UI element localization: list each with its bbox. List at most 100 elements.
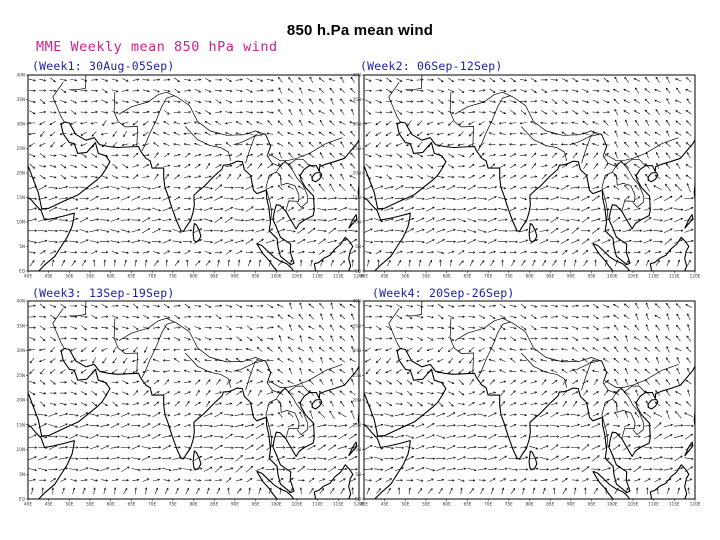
lon-tick-label: 95E: [252, 502, 260, 507]
lat-tick-label: 40N: [353, 299, 361, 304]
wind-vectors: [364, 76, 694, 267]
lat-tick-label: 40N: [353, 73, 361, 78]
lon-tick-label: 115E: [669, 274, 680, 279]
lon-tick-label: 100E: [271, 274, 282, 279]
lat-tick-label: 20N: [353, 171, 361, 176]
lon-tick-label: 95E: [588, 502, 596, 507]
lon-tick-label: 115E: [333, 274, 344, 279]
slide-title: 850 h.Pa mean wind: [286, 22, 434, 39]
borders: [388, 75, 679, 223]
lon-tick-label: 100E: [271, 502, 282, 507]
lon-tick-label: 90E: [567, 274, 575, 279]
lon-tick-label: 50E: [401, 274, 409, 279]
lat-tick-label: EQ: [355, 497, 362, 502]
coastline: [364, 347, 695, 499]
lat-tick-label: 15N: [17, 422, 25, 427]
lon-tick-label: 85E: [210, 502, 218, 507]
lon-tick-label: 115E: [669, 502, 680, 507]
lat-tick-label: 30N: [353, 348, 361, 353]
lat-tick-label: 10N: [17, 447, 25, 452]
lat-tick-label: EQ: [19, 269, 26, 274]
lat-tick-label: 30N: [17, 348, 25, 353]
lat-tick-label: 35N: [17, 97, 25, 102]
borders: [52, 301, 343, 450]
lon-tick-label: 55E: [422, 274, 430, 279]
lon-tick-label: 45E: [45, 274, 53, 279]
borders: [388, 301, 679, 450]
lon-tick-label: 65E: [127, 274, 135, 279]
lon-tick-label: 80E: [526, 274, 534, 279]
lon-tick-label: 70E: [148, 502, 156, 507]
lon-tick-label: 95E: [252, 274, 260, 279]
lon-tick-label: 110E: [648, 502, 659, 507]
lat-tick-label: 20N: [17, 398, 25, 403]
wind-vectors: [28, 76, 358, 267]
lat-tick-label: 25N: [17, 146, 25, 151]
lon-tick-label: 80E: [190, 274, 198, 279]
lon-tick-label: 60E: [443, 502, 451, 507]
lon-tick-label: 120E: [690, 502, 701, 507]
lon-tick-label: 85E: [546, 502, 554, 507]
lon-tick-label: 45E: [381, 274, 389, 279]
lon-tick-label: 45E: [45, 502, 53, 507]
lat-tick-label: 25N: [353, 373, 361, 378]
lon-tick-label: 75E: [505, 502, 513, 507]
lat-tick-label: 40N: [17, 73, 25, 78]
lon-tick-label: 65E: [463, 502, 471, 507]
lon-tick-label: 55E: [422, 502, 430, 507]
lon-tick-label: 115E: [333, 502, 344, 507]
lat-tick-label: 10N: [353, 447, 361, 452]
lon-tick-label: 110E: [312, 274, 323, 279]
week2-label: (Week2: 06Sep-12Sep): [360, 59, 503, 73]
lon-tick-label: 90E: [231, 502, 239, 507]
lon-tick-label: 75E: [169, 502, 177, 507]
coastline: [28, 347, 359, 499]
lon-tick-label: 50E: [65, 502, 73, 507]
lon-tick-label: 60E: [107, 274, 115, 279]
borders: [52, 75, 343, 223]
lon-tick-label: 50E: [65, 274, 73, 279]
lon-tick-label: 120E: [354, 502, 365, 507]
wind-vectors: [28, 302, 358, 495]
lat-tick-label: 10N: [17, 220, 25, 225]
week1-label: (Week1: 30Aug-05Sep): [32, 59, 175, 73]
lon-tick-label: 40E: [24, 502, 32, 507]
wind-vectors: [364, 302, 694, 495]
lon-tick-label: 65E: [127, 502, 135, 507]
lon-tick-label: 75E: [505, 274, 513, 279]
lon-tick-label: 80E: [190, 502, 198, 507]
lon-tick-label: 60E: [443, 274, 451, 279]
lon-tick-label: 55E: [86, 274, 94, 279]
week3-label: (Week3: 13Sep-19Sep): [32, 286, 175, 300]
lon-tick-label: 120E: [354, 274, 365, 279]
lon-tick-label: 40E: [360, 274, 368, 279]
lat-tick-label: 5N: [355, 472, 361, 477]
lat-tick-label: 20N: [17, 171, 25, 176]
coastline: [364, 121, 695, 271]
lat-tick-label: 5N: [19, 244, 25, 249]
lat-tick-label: 30N: [353, 122, 361, 127]
lon-tick-label: 85E: [210, 274, 218, 279]
week4-label: (Week4: 20Sep-26Sep): [372, 286, 515, 300]
lon-tick-label: 70E: [484, 502, 492, 507]
lon-tick-label: 45E: [381, 502, 389, 507]
lon-tick-label: 40E: [24, 274, 32, 279]
lon-tick-label: 80E: [526, 502, 534, 507]
lon-tick-label: 95E: [588, 274, 596, 279]
lon-tick-label: 90E: [231, 274, 239, 279]
lon-tick-label: 110E: [648, 274, 659, 279]
lon-tick-label: 50E: [401, 502, 409, 507]
lon-tick-label: 65E: [463, 274, 471, 279]
lon-tick-label: 70E: [484, 274, 492, 279]
lat-tick-label: 35N: [353, 97, 361, 102]
lon-tick-label: 105E: [292, 274, 303, 279]
lon-tick-label: 40E: [360, 502, 368, 507]
lon-tick-label: 70E: [148, 274, 156, 279]
lat-tick-label: 10N: [353, 220, 361, 225]
lat-tick-label: EQ: [19, 497, 26, 502]
lat-tick-label: EQ: [355, 269, 362, 274]
